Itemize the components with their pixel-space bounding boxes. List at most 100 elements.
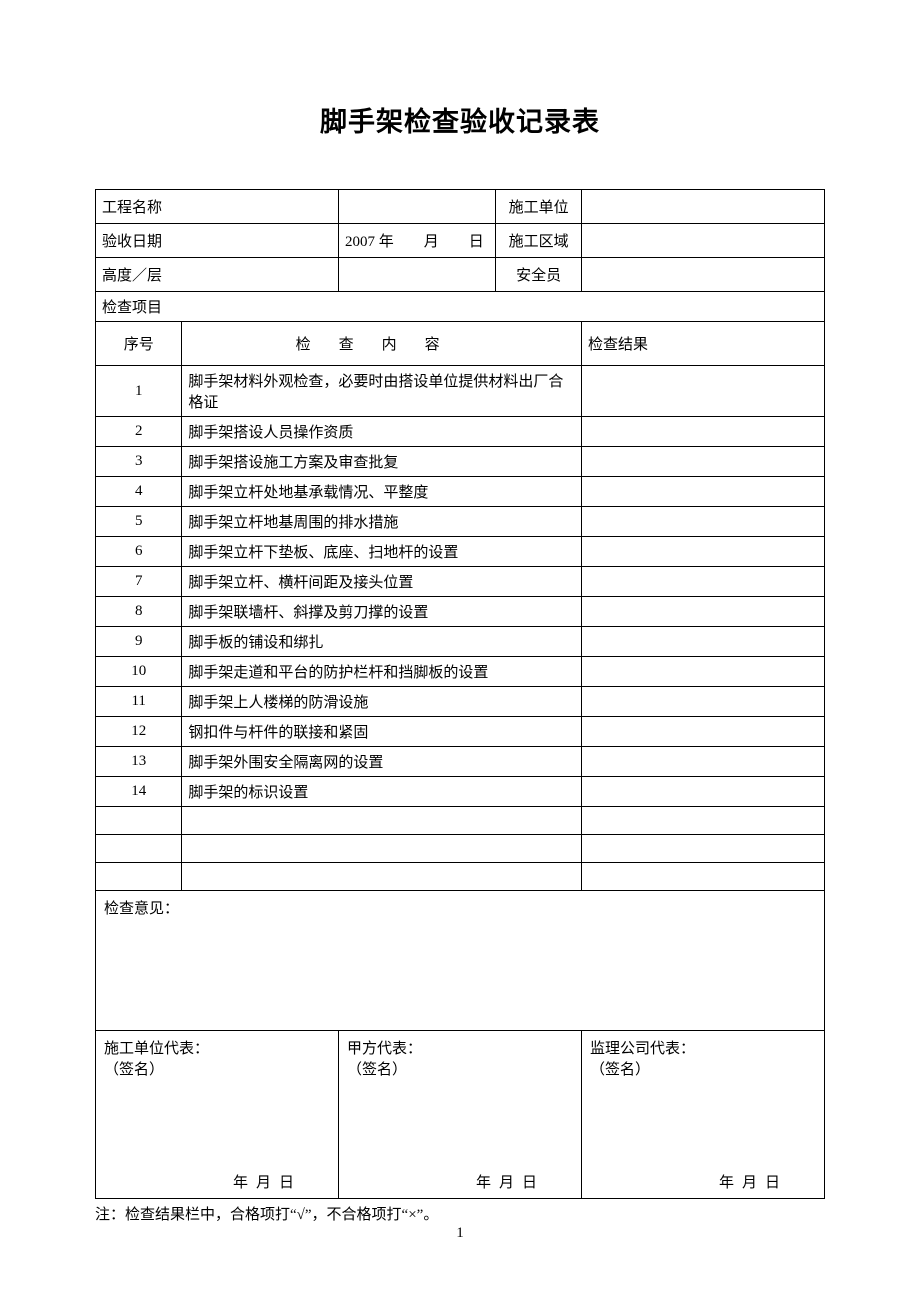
- cell-result: [581, 747, 824, 777]
- table-row: 4脚手架立杆处地基承载情况、平整度: [96, 477, 825, 507]
- cell-content: 脚手架搭设施工方案及审查批复: [182, 447, 582, 477]
- cell-seq: 12: [96, 717, 182, 747]
- sign-b-date: 年月日: [476, 1171, 545, 1192]
- cell-result: [581, 717, 824, 747]
- sign-a-date: 年月日: [233, 1171, 302, 1192]
- sign-b-title: 甲方代表：: [347, 1041, 422, 1057]
- cell-seq: 2: [96, 417, 182, 447]
- table-row: 3脚手架搭设施工方案及审查批复: [96, 447, 825, 477]
- sign-c-title: 监理公司代表：: [590, 1041, 695, 1057]
- value-project-name: [338, 190, 495, 224]
- label-safety-officer: 安全员: [496, 258, 582, 292]
- table-row: 9脚手板的铺设和绑扎: [96, 627, 825, 657]
- cell-seq: 13: [96, 747, 182, 777]
- cell-content: 脚手架立杆、横杆间距及接头位置: [182, 567, 582, 597]
- cell-result: [581, 507, 824, 537]
- label-accept-date: 验收日期: [96, 224, 339, 258]
- value-construction-unit: [581, 190, 824, 224]
- cell-result: [581, 807, 824, 835]
- cell-result: [581, 777, 824, 807]
- cell-seq: 3: [96, 447, 182, 477]
- cell-content: 脚手架的标识设置: [182, 777, 582, 807]
- row-column-headers: 序号 检查内容 检查结果: [96, 322, 825, 366]
- table-row: 8脚手架联墙杆、斜撑及剪刀撑的设置: [96, 597, 825, 627]
- cell-seq: 4: [96, 477, 182, 507]
- label-construction-area: 施工区域: [496, 224, 582, 258]
- value-height: [338, 258, 495, 292]
- table-row: [96, 807, 825, 835]
- col-content: 检查内容: [182, 322, 582, 366]
- opinion-cell: 检查意见：: [96, 891, 825, 1031]
- label-construction-unit: 施工单位: [496, 190, 582, 224]
- value-construction-area: [581, 224, 824, 258]
- cell-content: [182, 835, 582, 863]
- col-seq: 序号: [96, 322, 182, 366]
- row-signatures: 施工单位代表： （签名） 年月日 甲方代表： （签名） 年月日 监理公司代表： …: [96, 1031, 825, 1199]
- page-number: 1: [456, 1225, 464, 1242]
- inspection-table: 工程名称 施工单位 验收日期 2007 年 月 日 施工区域 高度／层 安全员 …: [95, 189, 825, 1199]
- cell-content: 脚手架外围安全隔离网的设置: [182, 747, 582, 777]
- sign-c-sign: （签名）: [590, 1062, 650, 1078]
- cell-result: [581, 366, 824, 417]
- table-row: 13脚手架外围安全隔离网的设置: [96, 747, 825, 777]
- row-height: 高度／层 安全员: [96, 258, 825, 292]
- cell-result: [581, 417, 824, 447]
- table-row: [96, 863, 825, 891]
- cell-content: 脚手架立杆下垫板、底座、扫地杆的设置: [182, 537, 582, 567]
- sign-construction: 施工单位代表： （签名） 年月日: [96, 1031, 339, 1199]
- cell-content: 脚手架搭设人员操作资质: [182, 417, 582, 447]
- table-row: 7脚手架立杆、横杆间距及接头位置: [96, 567, 825, 597]
- label-check-items: 检查项目: [96, 292, 825, 322]
- cell-seq: 14: [96, 777, 182, 807]
- cell-content: 脚手架上人楼梯的防滑设施: [182, 687, 582, 717]
- cell-content: 脚手架走道和平台的防护栏杆和挡脚板的设置: [182, 657, 582, 687]
- cell-result: [581, 835, 824, 863]
- table-row: 11脚手架上人楼梯的防滑设施: [96, 687, 825, 717]
- cell-content: 钢扣件与杆件的联接和紧固: [182, 717, 582, 747]
- sign-a-title: 施工单位代表：: [104, 1041, 209, 1057]
- label-project-name: 工程名称: [96, 190, 339, 224]
- cell-seq: 9: [96, 627, 182, 657]
- cell-result: [581, 477, 824, 507]
- cell-result: [581, 537, 824, 567]
- table-row: 10脚手架走道和平台的防护栏杆和挡脚板的设置: [96, 657, 825, 687]
- table-row: 2脚手架搭设人员操作资质: [96, 417, 825, 447]
- cell-result: [581, 627, 824, 657]
- cell-content: 脚手架材料外观检查，必要时由搭设单位提供材料出厂合格证: [182, 366, 582, 417]
- cell-content: 脚手架立杆处地基承载情况、平整度: [182, 477, 582, 507]
- cell-result: [581, 567, 824, 597]
- cell-result: [581, 687, 824, 717]
- sign-c-date: 年月日: [719, 1171, 788, 1192]
- table-row: 14脚手架的标识设置: [96, 777, 825, 807]
- sign-supervisor: 监理公司代表： （签名） 年月日: [581, 1031, 824, 1199]
- cell-result: [581, 597, 824, 627]
- row-date: 验收日期 2007 年 月 日 施工区域: [96, 224, 825, 258]
- table-row: 12钢扣件与杆件的联接和紧固: [96, 717, 825, 747]
- table-row: 5脚手架立杆地基周围的排水措施: [96, 507, 825, 537]
- sign-owner: 甲方代表： （签名） 年月日: [338, 1031, 581, 1199]
- cell-seq: [96, 835, 182, 863]
- cell-content: [182, 863, 582, 891]
- cell-seq: 5: [96, 507, 182, 537]
- cell-result: [581, 447, 824, 477]
- cell-seq: [96, 807, 182, 835]
- footnote: 注：检查结果栏中，合格项打“√”，不合格项打“×”。: [95, 1203, 825, 1224]
- cell-result: [581, 657, 824, 687]
- cell-seq: 7: [96, 567, 182, 597]
- cell-content: 脚手架联墙杆、斜撑及剪刀撑的设置: [182, 597, 582, 627]
- cell-seq: [96, 863, 182, 891]
- cell-seq: 11: [96, 687, 182, 717]
- document-title: 脚手架检查验收记录表: [95, 100, 825, 139]
- value-accept-date: 2007 年 月 日: [338, 224, 495, 258]
- cell-result: [581, 863, 824, 891]
- col-result: 检查结果: [581, 322, 824, 366]
- row-check-items: 检查项目: [96, 292, 825, 322]
- table-row: 1脚手架材料外观检查，必要时由搭设单位提供材料出厂合格证: [96, 366, 825, 417]
- cell-content: 脚手架立杆地基周围的排水措施: [182, 507, 582, 537]
- cell-content: [182, 807, 582, 835]
- cell-content: 脚手板的铺设和绑扎: [182, 627, 582, 657]
- row-opinion: 检查意见：: [96, 891, 825, 1031]
- cell-seq: 10: [96, 657, 182, 687]
- table-row: 6脚手架立杆下垫板、底座、扫地杆的设置: [96, 537, 825, 567]
- sign-b-sign: （签名）: [347, 1062, 407, 1078]
